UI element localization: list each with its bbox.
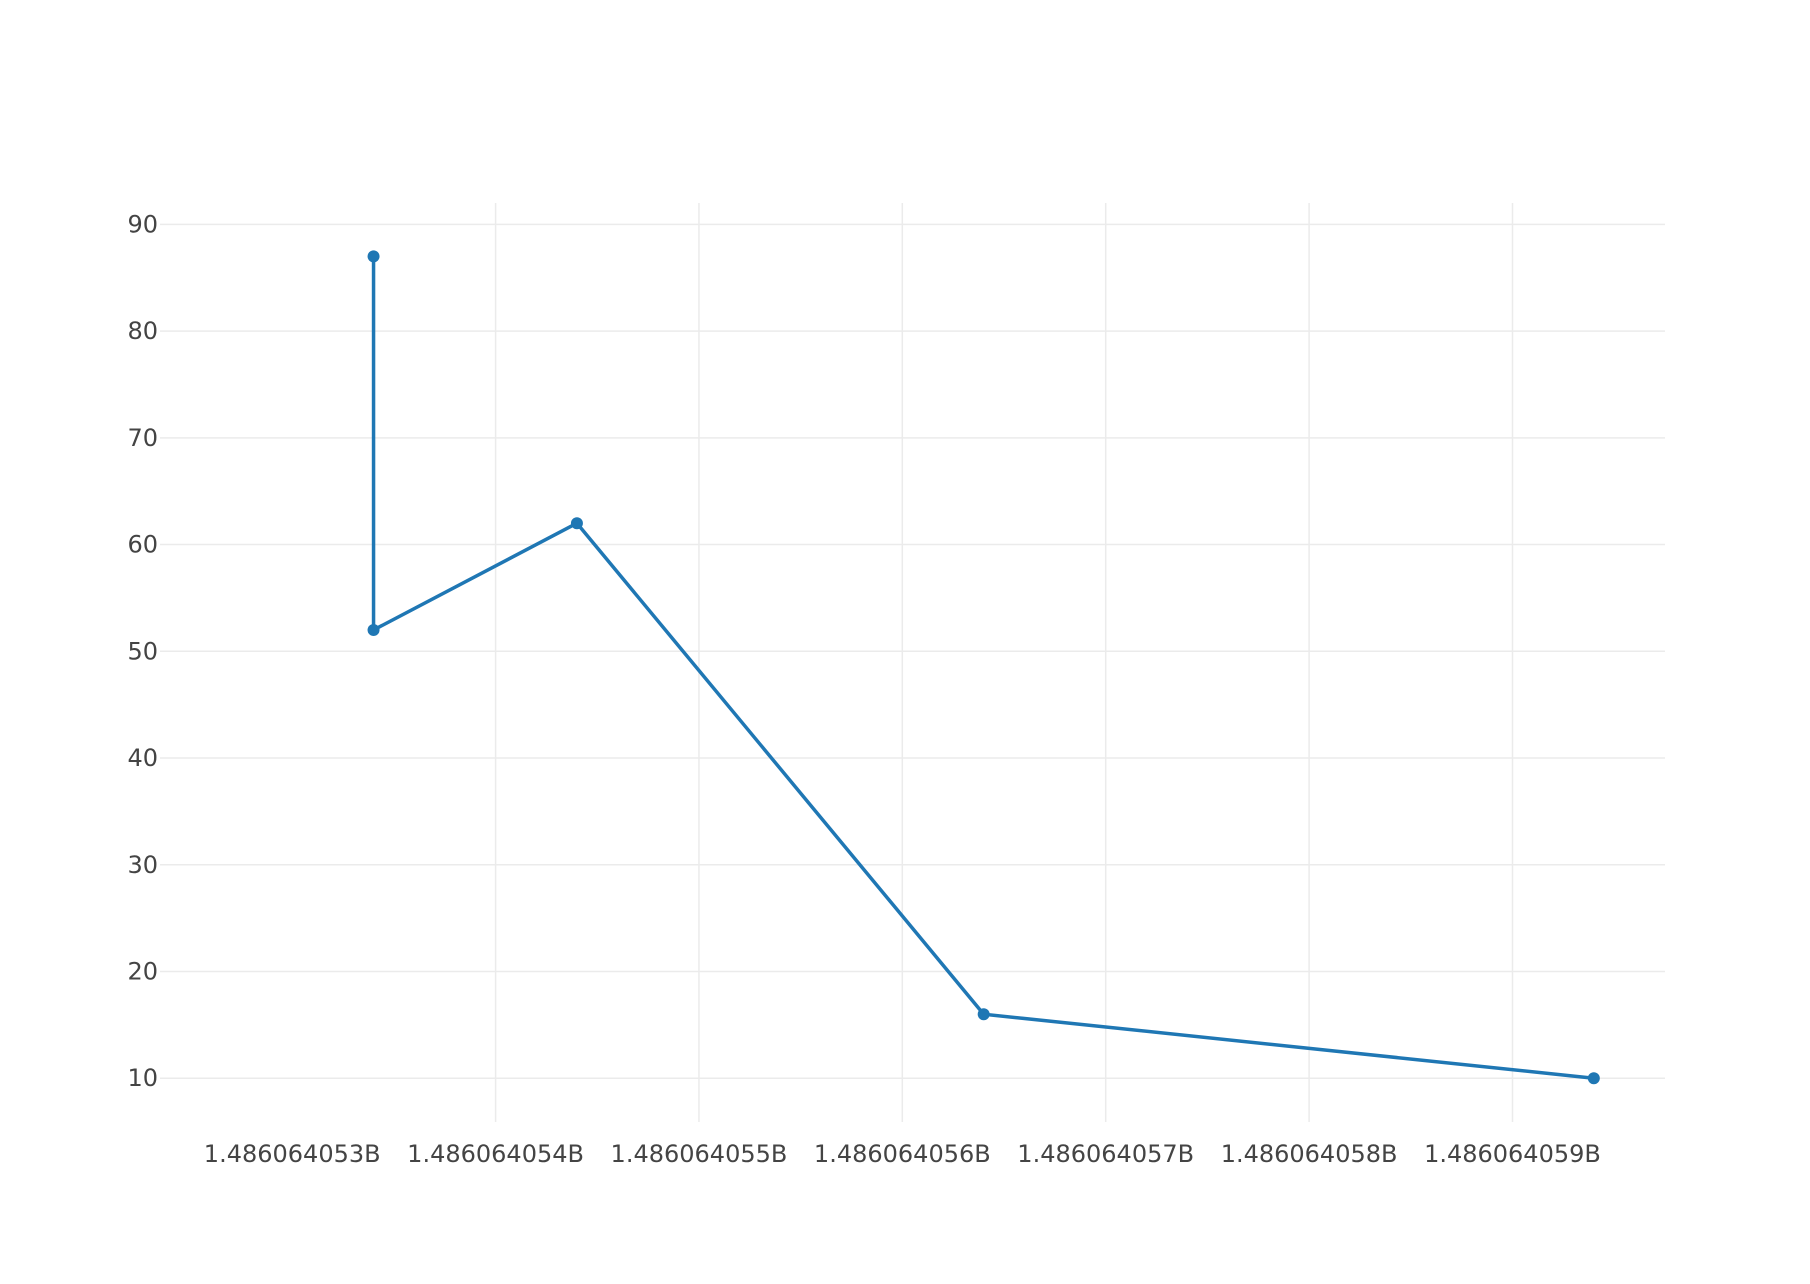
- data-point[interactable]: [1587, 1072, 1600, 1085]
- y-tick-label: 70: [127, 424, 158, 452]
- data-point[interactable]: [367, 623, 380, 636]
- data-point[interactable]: [570, 517, 583, 530]
- y-tick-label: 60: [127, 531, 158, 559]
- x-tick-label: 1.486064055B: [611, 1140, 788, 1168]
- series-layer: [367, 250, 1600, 1085]
- y-tick-label: 10: [127, 1064, 158, 1092]
- x-tick-label: 1.486064056B: [814, 1140, 991, 1168]
- x-tick-label: 1.486064059B: [1424, 1140, 1601, 1168]
- y-tick-label: 40: [127, 744, 158, 772]
- data-point[interactable]: [977, 1008, 990, 1021]
- y-gridlines: [160, 223, 1665, 1079]
- y-tick-label: 30: [127, 851, 158, 879]
- y-tick-label: 20: [127, 958, 158, 986]
- x-gridlines: [494, 203, 1514, 1122]
- x-tick-label: 1.486064057B: [1017, 1140, 1194, 1168]
- x-tick-label: 1.486064053B: [204, 1140, 381, 1168]
- y-tick-label: 90: [127, 210, 158, 238]
- y-tick-label: 80: [127, 317, 158, 345]
- y-axis-tick-labels: 10 20 30 40 50 60 70 80 90: [127, 210, 158, 1092]
- x-tick-label: 1.486064058B: [1221, 1140, 1398, 1168]
- series-line: [371, 254, 1596, 1080]
- y-tick-label: 50: [127, 637, 158, 665]
- x-tick-label: 1.486064054B: [407, 1140, 584, 1168]
- data-point[interactable]: [367, 250, 380, 263]
- x-axis-tick-labels: 1.486064053B 1.486064054B 1.486064055B 1.48…: [204, 1140, 1601, 1168]
